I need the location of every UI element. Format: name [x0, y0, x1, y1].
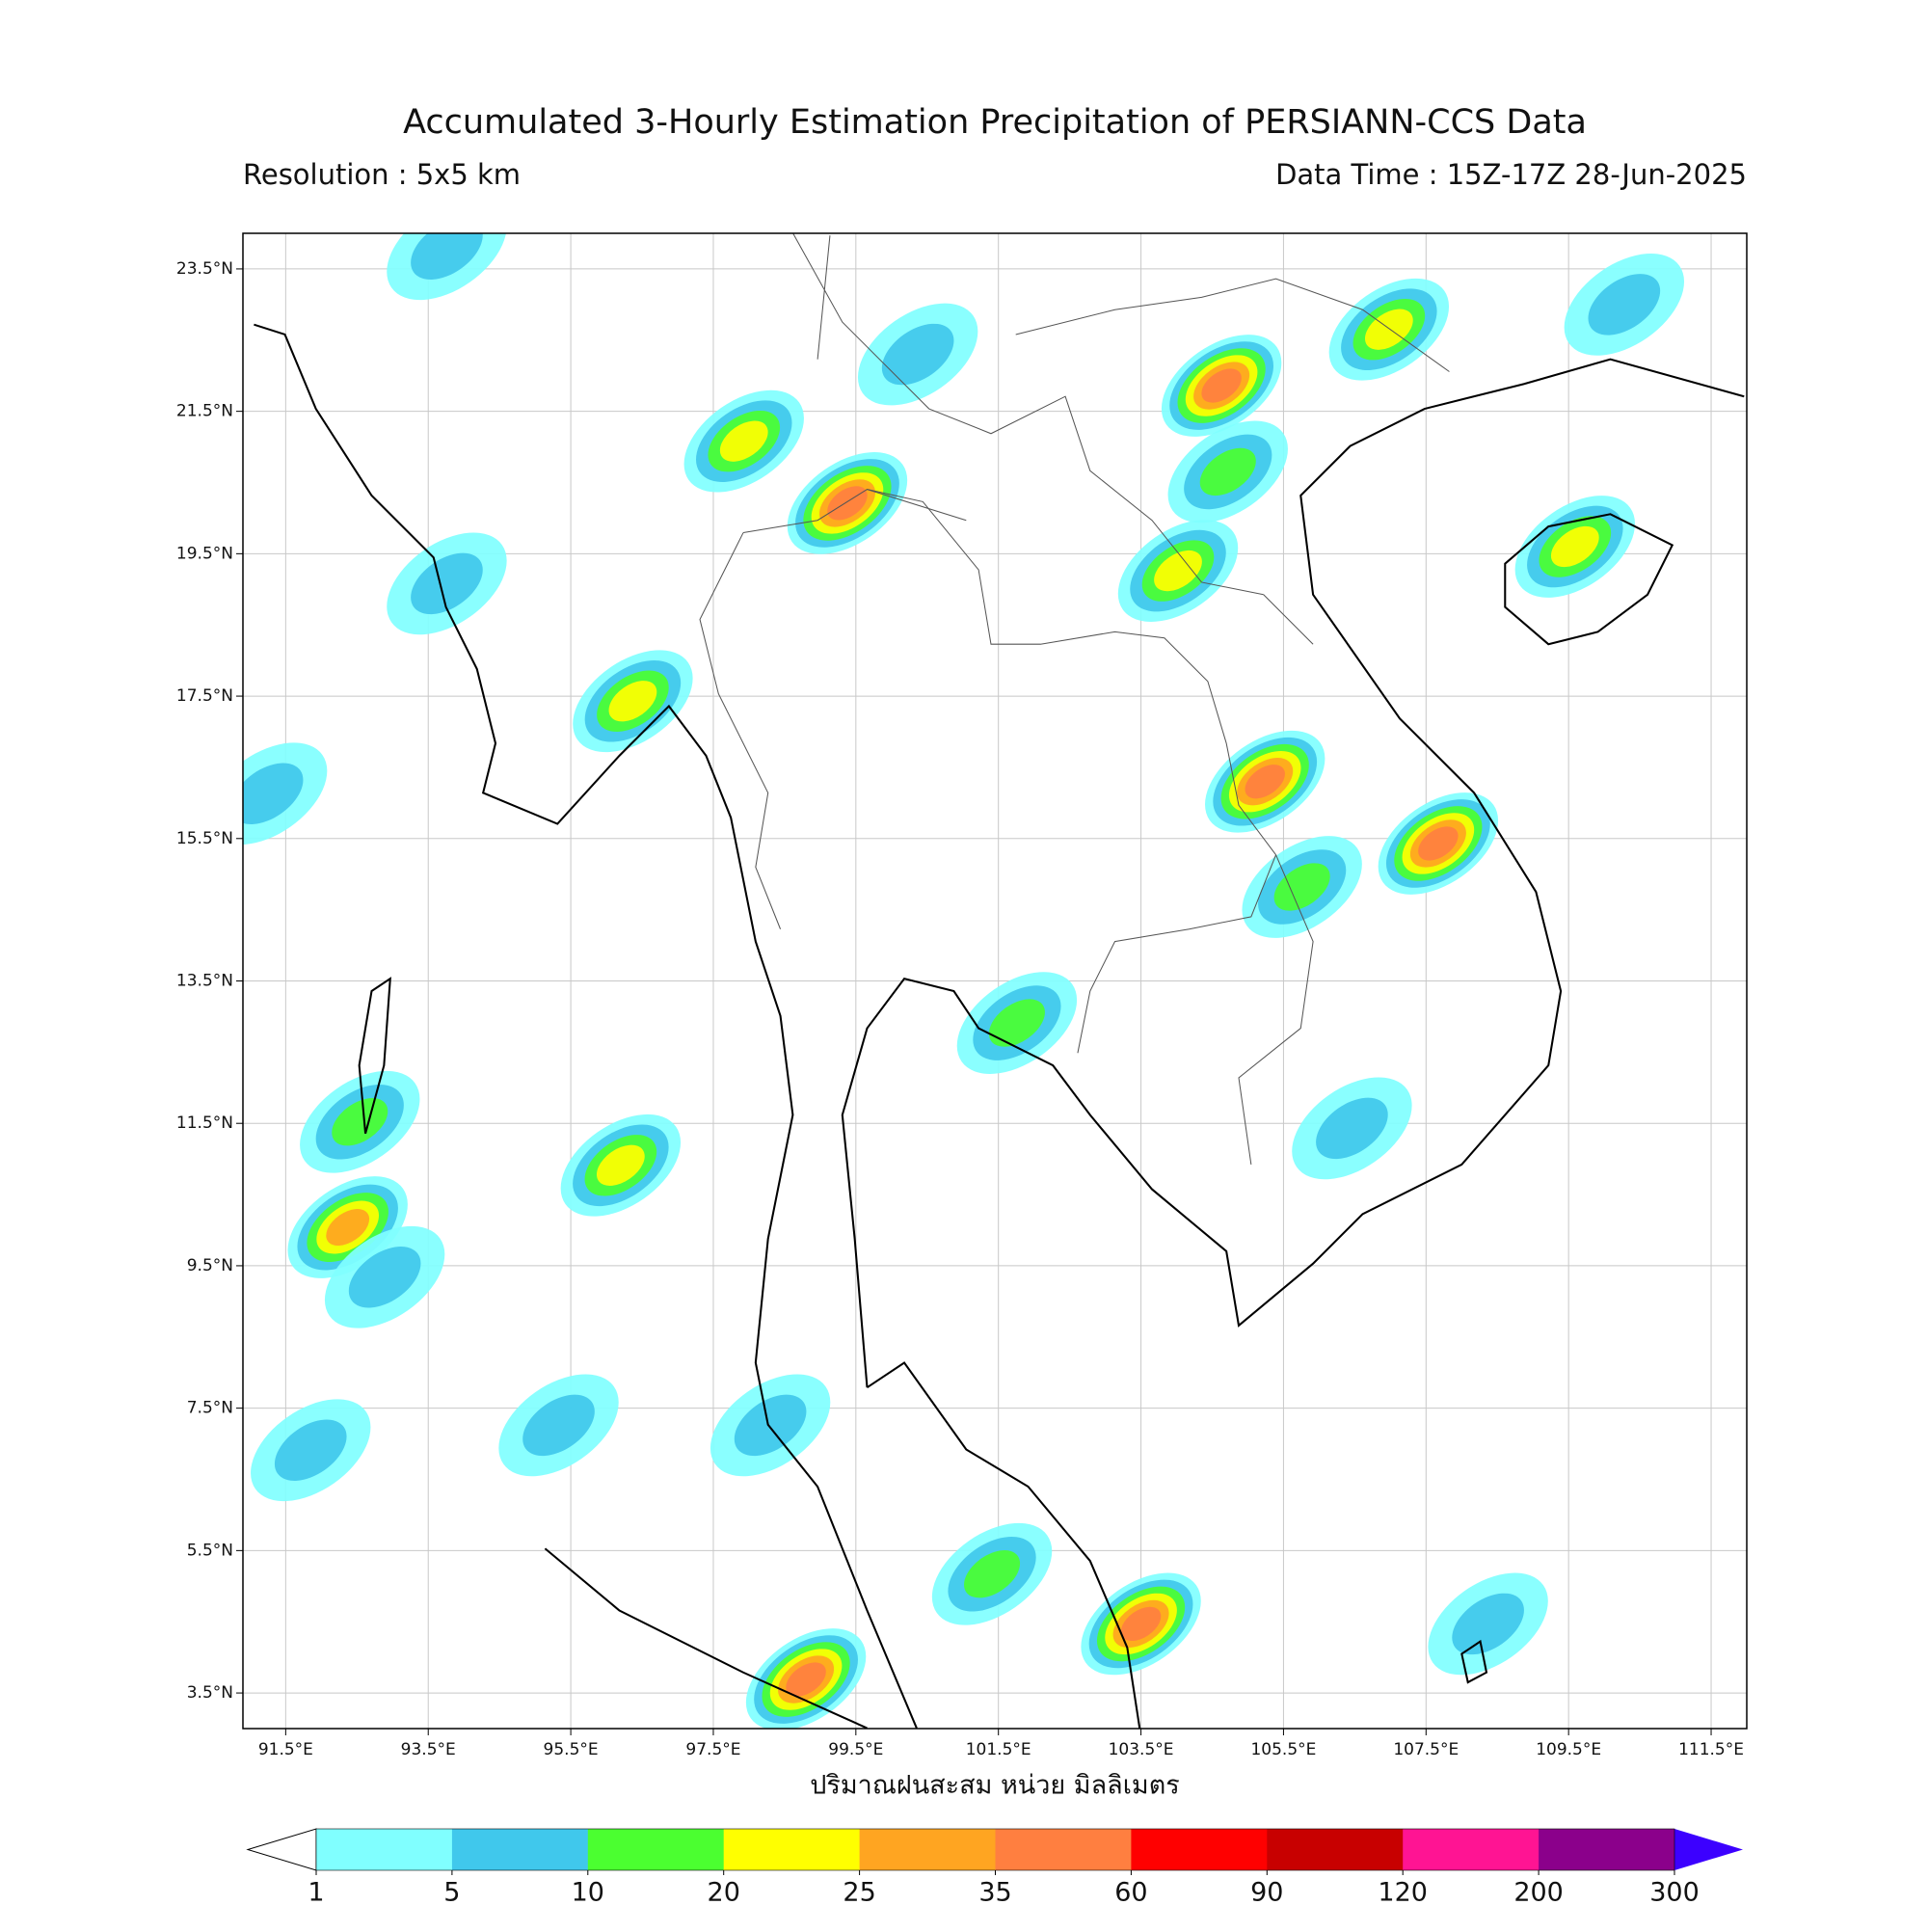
- rain-cell: [1452, 1593, 1524, 1655]
- x-tick-label: 101.5°E: [966, 1740, 1031, 1759]
- colorbar-tick-label: 90: [1250, 1878, 1283, 1908]
- data-time: Data Time : 15Z-17Z 28-Jun-2025: [1275, 158, 1747, 191]
- precipitation: [243, 233, 1685, 1729]
- y-tick-label: 21.5°N: [176, 402, 233, 421]
- y-tick-label: 7.5°N: [187, 1399, 233, 1418]
- x-tick-label: 103.5°E: [1109, 1740, 1174, 1759]
- rain-cell: [326, 1209, 370, 1247]
- colorbar-segment: [1403, 1829, 1540, 1870]
- x-tick-label: 99.5°E: [828, 1740, 883, 1759]
- colorbar-tick-label: 25: [843, 1878, 875, 1908]
- rain-cell: [274, 1419, 347, 1481]
- colorbar-tick-label: 35: [978, 1878, 1011, 1908]
- rain-cell: [608, 681, 657, 722]
- colorbar-tick-label: 300: [1649, 1878, 1700, 1908]
- resolution: Resolution : 5x5 km: [243, 158, 521, 191]
- colorbar-tick-label: 1: [308, 1878, 324, 1908]
- rain-cell: [786, 1662, 826, 1697]
- x-tick-label: 91.5°E: [258, 1740, 313, 1759]
- rain-cell: [964, 1550, 1021, 1598]
- rain-cell: [411, 552, 483, 615]
- colorbar-segment: [587, 1829, 725, 1870]
- island: [1504, 513, 1674, 646]
- y-tick-label: 3.5°N: [187, 1683, 233, 1703]
- colorbar-segment: [995, 1829, 1132, 1870]
- rain-cell: [881, 323, 954, 386]
- country-border: [792, 233, 1450, 1165]
- thailand-border: [699, 489, 1277, 1054]
- title: Accumulated 3-Hourly Estimation Precipit…: [403, 103, 1587, 142]
- y-tick-label: 17.5°N: [176, 686, 233, 706]
- rain-cell: [243, 763, 304, 824]
- y-tick-label: 15.5°N: [176, 829, 233, 848]
- colorbar-segment: [723, 1829, 861, 1870]
- rain-cell: [719, 420, 768, 462]
- colorbar-tick-label: 5: [443, 1878, 460, 1908]
- rain-cell: [988, 999, 1045, 1047]
- coastline: [544, 1547, 868, 1729]
- colorbar-segment: [1539, 1829, 1675, 1870]
- x-tick-label: 107.5°E: [1393, 1740, 1459, 1759]
- island: [1460, 1639, 1488, 1684]
- rain-cell: [348, 1247, 421, 1308]
- rain-cell: [1316, 1097, 1388, 1160]
- rain-cell: [1154, 550, 1202, 592]
- x-tick-label: 109.5°E: [1536, 1740, 1601, 1759]
- y-tick-label: 13.5°N: [176, 972, 233, 991]
- rain-cell: [734, 1394, 807, 1457]
- colorbar-tick-label: 200: [1513, 1878, 1564, 1908]
- rain-cell: [332, 1098, 388, 1146]
- y-tick-label: 23.5°N: [176, 259, 233, 279]
- coastline: [254, 323, 918, 1729]
- colorbar-tick-label: 120: [1378, 1878, 1428, 1908]
- rain-cell: [522, 1394, 595, 1457]
- colorbar-segment: [1267, 1829, 1404, 1870]
- colorbar-tick-label: 10: [572, 1878, 604, 1908]
- x-tick-label: 111.5°E: [1678, 1740, 1744, 1759]
- rain-cell: [1245, 765, 1285, 799]
- coastline: [866, 1361, 1141, 1729]
- colorbar-segment: [316, 1829, 453, 1870]
- rain-cell: [1120, 1606, 1162, 1642]
- rain-cell: [1364, 309, 1413, 350]
- rain-cell: [1418, 826, 1459, 861]
- rain-cell: [1273, 863, 1330, 911]
- coastline: [841, 358, 1745, 1388]
- rain-cell: [1199, 447, 1256, 496]
- island: [358, 977, 391, 1135]
- x-tick-label: 93.5°E: [401, 1740, 456, 1759]
- x-tick-label: 105.5°E: [1250, 1740, 1316, 1759]
- axes: 91.5°E 93.5°E 95.5°E 97.5°E 99.5°E 101.5°E 103…: [176, 259, 1744, 1759]
- colorbar-tick-label: 20: [708, 1878, 740, 1908]
- coastlines: [254, 233, 1745, 1729]
- colorbar-segment: [1131, 1829, 1268, 1870]
- colorbar-over: [1674, 1829, 1743, 1870]
- rain-cell: [1588, 274, 1661, 335]
- rain-cell: [827, 486, 868, 521]
- rain-cell: [596, 1144, 645, 1186]
- grid: [243, 233, 1747, 1729]
- colorbar-segment: [451, 1829, 589, 1870]
- rain-cell: [1201, 368, 1242, 403]
- colorbar: 1 5 10 20 25 35 60 90 120 200 300: [246, 1828, 1743, 1908]
- colorbar-segment: [859, 1829, 996, 1870]
- y-tick-label: 19.5°N: [176, 544, 233, 563]
- y-tick-label: 11.5°N: [176, 1114, 233, 1133]
- colorbar-under: [246, 1828, 317, 1871]
- x-axis-label: ปริมาณฝนสะสม หน่วย มิลลิเมตร: [810, 1771, 1180, 1801]
- colorbar-tick-label: 60: [1114, 1878, 1147, 1908]
- y-tick-label: 9.5°N: [187, 1256, 233, 1275]
- x-tick-label: 97.5°E: [685, 1740, 740, 1759]
- y-tick-label: 5.5°N: [187, 1541, 233, 1560]
- x-tick-label: 95.5°E: [544, 1740, 599, 1759]
- rain-cell: [1550, 525, 1599, 568]
